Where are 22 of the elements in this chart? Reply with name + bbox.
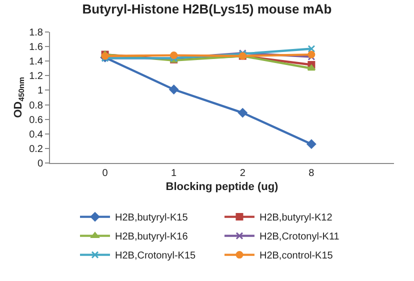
x-axis-title: Blocking peptide (ug)	[166, 181, 279, 194]
y-tick-label: 0.6	[29, 114, 44, 126]
y-tick-label: 0.4	[29, 129, 44, 140]
legend-label: H2B,butyryl-K15	[115, 212, 188, 224]
y-tick-label: 0.2	[29, 144, 44, 155]
legend-label: H2B,butyryl-K12	[259, 212, 333, 224]
legend-label: H2B,Crotonyl-K11	[259, 232, 340, 243]
y-tick-label: 1	[37, 86, 44, 97]
y-tick-label: 1.8	[29, 28, 44, 38]
chart-title: Butyryl-Histone H2B(Lys15) mouse mAb	[82, 1, 332, 16]
legend-label: H2B,butyryl-K16	[115, 232, 188, 243]
y-tick-label: 0	[37, 158, 44, 170]
legend-label: H2B,Crotonyl-K15	[115, 250, 196, 262]
legend-label: H2B,control-K15	[259, 250, 334, 262]
x-tick-label: 1	[171, 168, 178, 179]
y-tick-label: 1.6	[29, 42, 44, 54]
x-tick-label: 2	[240, 168, 246, 179]
x-tick-label: 0	[102, 168, 108, 179]
y-tick-label: 0.8	[29, 100, 44, 112]
y-tick-label: 1.4	[29, 56, 44, 68]
y-tick-label: 1.2	[29, 71, 44, 82]
x-tick-label: 8	[308, 168, 315, 179]
